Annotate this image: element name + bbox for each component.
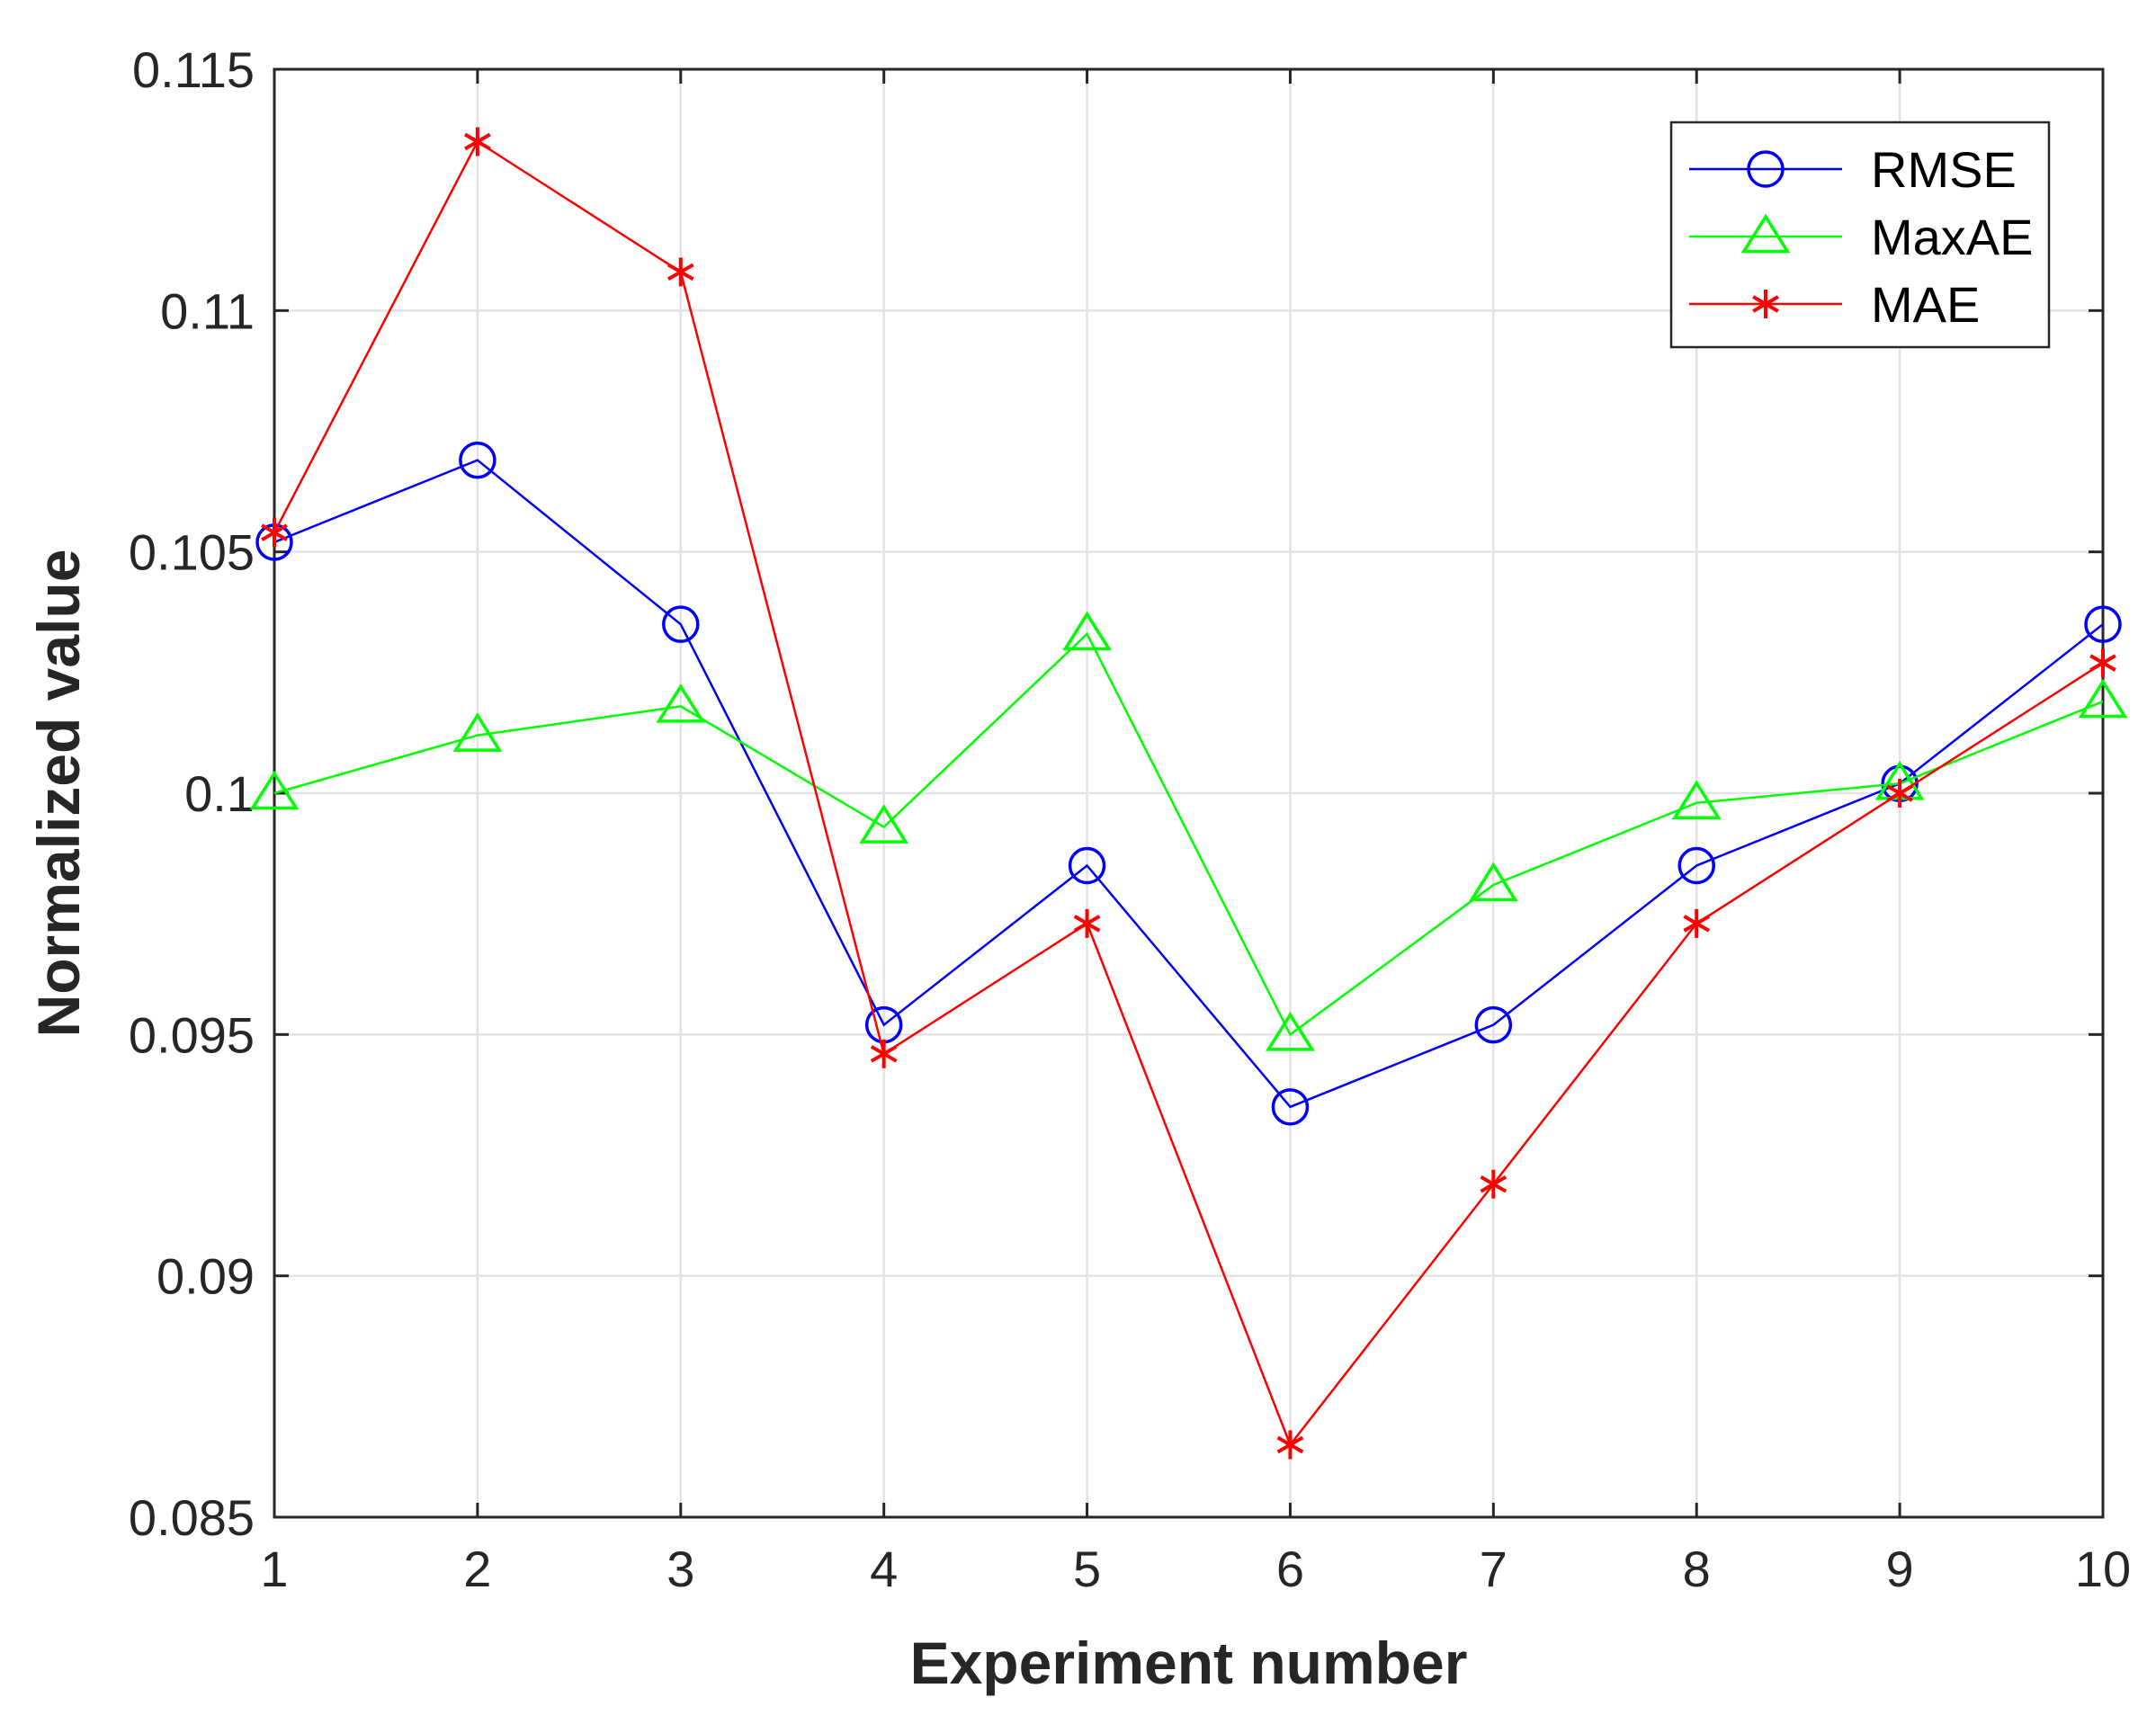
data-point-mae bbox=[464, 127, 491, 156]
y-tick-label: 0.11 bbox=[160, 282, 255, 339]
legend-item-maxae: MaxAE bbox=[1689, 209, 2034, 265]
data-point-rmse bbox=[1474, 1005, 1513, 1044]
legend-item-rmse: RMSE bbox=[1689, 141, 2017, 198]
legend-item-mae: MAE bbox=[1689, 276, 1980, 333]
legend-label-maxae: MaxAE bbox=[1871, 209, 2034, 265]
legend-label-mae: MAE bbox=[1871, 276, 1980, 333]
legend-marker-mae bbox=[1752, 290, 1779, 318]
x-tick-label: 9 bbox=[1886, 1541, 1914, 1597]
x-tick-label: 3 bbox=[666, 1541, 694, 1597]
y-tick-label: 0.1 bbox=[184, 765, 255, 822]
x-tick-label: 2 bbox=[463, 1541, 491, 1597]
data-point-rmse bbox=[662, 605, 700, 643]
data-point-mae bbox=[870, 1039, 898, 1068]
y-tick-label: 0.085 bbox=[129, 1489, 255, 1546]
x-tick-label: 1 bbox=[260, 1541, 288, 1597]
x-tick-label: 4 bbox=[870, 1541, 898, 1597]
x-tick-label: 6 bbox=[1276, 1541, 1304, 1597]
data-point-rmse bbox=[1271, 1088, 1310, 1126]
data-point-rmse bbox=[1677, 846, 1715, 885]
series-line-mae bbox=[273, 139, 2104, 1448]
x-tick-label: 8 bbox=[1683, 1541, 1711, 1597]
data-point-mae bbox=[666, 257, 694, 287]
x-tick-label: 10 bbox=[2075, 1541, 2131, 1597]
data-point-mae bbox=[261, 518, 288, 548]
y-tick-label: 0.095 bbox=[129, 1006, 255, 1063]
data-point-maxae bbox=[1671, 780, 1722, 819]
data-point-maxae bbox=[2078, 678, 2128, 719]
series-line-maxae bbox=[273, 631, 2104, 1037]
y-tick-label: 0.09 bbox=[157, 1248, 255, 1305]
y-axis-ticks: 0.085 0.09 0.095 0.1 0.105 0.11 0.115 bbox=[129, 41, 2103, 1546]
series-line-rmse bbox=[273, 459, 2104, 1109]
data-point-mae bbox=[1073, 908, 1101, 938]
y-axis-title: Normalized value bbox=[25, 549, 92, 1038]
y-tick-label: 0.115 bbox=[132, 41, 255, 98]
legend-marker-maxae bbox=[1740, 213, 1791, 254]
data-point-mae bbox=[1480, 1169, 1507, 1199]
series-mae bbox=[261, 127, 2116, 1460]
x-axis-title: Experiment number bbox=[910, 1630, 1468, 1696]
legend-box bbox=[1669, 121, 2051, 349]
series-rmse bbox=[255, 441, 2122, 1126]
legend-marker-rmse bbox=[1747, 150, 1785, 188]
x-tick-label: 7 bbox=[1480, 1541, 1507, 1597]
data-point-maxae bbox=[1468, 862, 1518, 902]
series-group bbox=[249, 127, 2128, 1460]
data-point-maxae bbox=[859, 804, 909, 844]
y-tick-label: 0.105 bbox=[129, 524, 255, 581]
data-point-rmse bbox=[459, 441, 497, 479]
data-point-maxae bbox=[656, 683, 706, 723]
legend-label-rmse: RMSE bbox=[1871, 141, 2017, 198]
data-point-maxae bbox=[1266, 1012, 1315, 1051]
data-point-rmse bbox=[1068, 846, 1106, 885]
data-point-maxae bbox=[249, 770, 300, 810]
data-point-mae bbox=[2089, 648, 2116, 678]
x-axis-ticks: 1 2 3 4 5 6 7 8 9 10 bbox=[260, 69, 2131, 1597]
data-point-rmse bbox=[2084, 605, 2122, 643]
data-point-mae bbox=[1886, 779, 1913, 808]
legend: RMSE MaxAE MAE bbox=[1669, 121, 2051, 349]
x-tick-label: 5 bbox=[1073, 1541, 1101, 1597]
data-point-maxae bbox=[1062, 611, 1112, 651]
data-point-maxae bbox=[452, 712, 503, 752]
data-point-mae bbox=[1683, 908, 1711, 938]
data-point-mae bbox=[1276, 1430, 1304, 1460]
